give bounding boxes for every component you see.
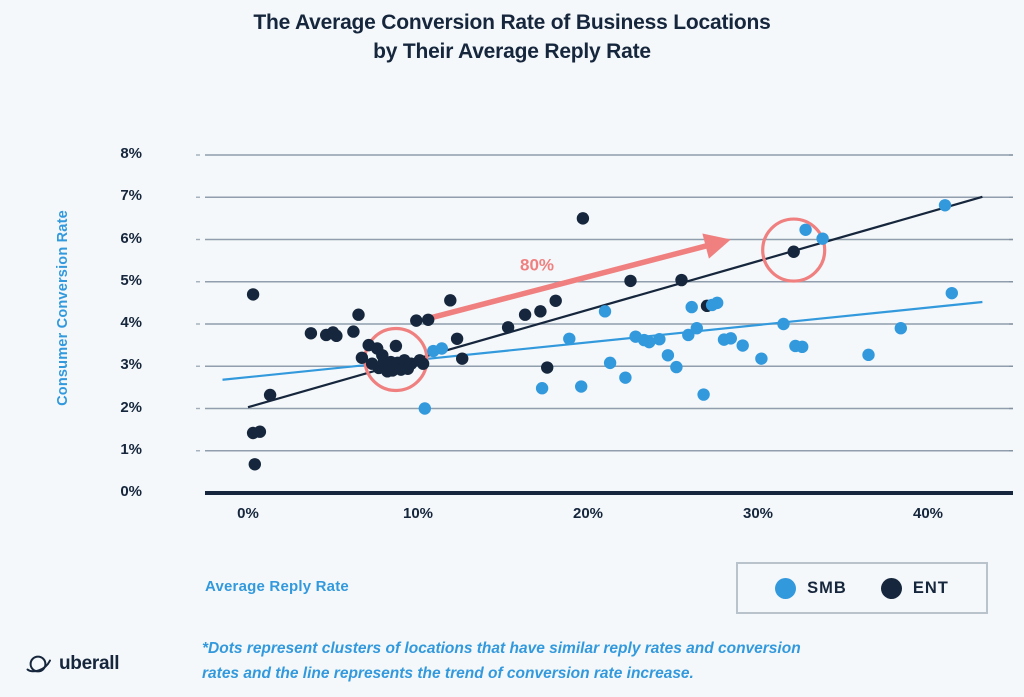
y-tick-0: 0% — [120, 483, 142, 500]
footnote-line-1: *Dots represent clusters of locations th… — [202, 640, 801, 657]
data-point-ent-41[interactable] — [675, 273, 688, 287]
data-point-smb-13[interactable] — [661, 349, 675, 362]
y-tick-4: 4% — [120, 314, 142, 331]
data-point-ent-30[interactable] — [422, 313, 435, 326]
y-tick-7: 7% — [120, 187, 142, 205]
y-tick-3: 3% — [120, 356, 142, 374]
growth-arrow-label: 80% — [520, 255, 554, 274]
data-point-ent-4[interactable] — [263, 388, 277, 402]
y-tick-6: 6% — [120, 229, 142, 247]
data-point-ent-34[interactable] — [501, 321, 515, 334]
data-point-ent-11[interactable] — [355, 351, 369, 364]
data-point-smb-28[interactable] — [799, 223, 812, 236]
data-point-smb-27[interactable] — [796, 340, 809, 354]
data-point-ent-39[interactable] — [576, 212, 590, 225]
y-tick-2: 2% — [120, 398, 142, 416]
footnote-line-2: rates and the line represents the trend … — [202, 665, 694, 682]
data-point-smb-3[interactable] — [535, 382, 549, 395]
x-tick-10: 10% — [402, 505, 434, 522]
data-point-ent-32[interactable] — [450, 332, 464, 345]
data-point-ent-35[interactable] — [518, 308, 532, 321]
data-point-smb-33[interactable] — [945, 286, 958, 300]
brand-name: uberall — [59, 653, 120, 674]
chart-title: The Average Conversion Rate of Business … — [0, 8, 1024, 66]
data-point-ent-29[interactable] — [416, 357, 430, 370]
data-point-ent-8[interactable] — [330, 329, 343, 343]
data-point-ent-38[interactable] — [549, 294, 562, 307]
legend-dot-ent — [880, 577, 902, 599]
chart-legend: SMB ENT — [736, 562, 988, 614]
growth-arrow-shaft — [425, 242, 711, 322]
x-tick-40: 40% — [912, 505, 944, 522]
growth-arrow-head — [702, 233, 731, 259]
data-point-smb-24[interactable] — [755, 352, 768, 365]
data-point-smb-4[interactable] — [563, 332, 576, 345]
data-point-ent-5[interactable] — [304, 327, 318, 340]
x-tick-20: 20% — [572, 505, 604, 522]
planet-swoosh-icon — [26, 655, 51, 673]
data-point-smb-11[interactable] — [643, 335, 656, 349]
data-point-smb-29[interactable] — [816, 232, 829, 245]
y-axis-tick-labels: 0% 1% 2% 3% 4% 5% 6% 7% 8% — [78, 0, 142, 697]
data-point-ent-10[interactable] — [352, 308, 365, 321]
data-point-smb-18[interactable] — [697, 388, 710, 401]
chart-title-line-1: The Average Conversion Rate of Business … — [253, 11, 771, 34]
data-point-ent-0[interactable] — [246, 288, 260, 301]
highlight-circle-high — [761, 217, 827, 283]
data-point-smb-23[interactable] — [736, 339, 749, 352]
x-tick-0: 0% — [237, 505, 259, 522]
legend-label-ent: ENT — [912, 578, 949, 597]
data-point-smb-7[interactable] — [603, 356, 617, 370]
data-point-ent-33[interactable] — [456, 352, 469, 365]
data-point-smb-25[interactable] — [777, 317, 790, 331]
data-point-ent-21[interactable] — [389, 339, 403, 353]
y-tick-1: 1% — [120, 440, 142, 458]
data-point-ent-36[interactable] — [534, 305, 547, 318]
data-point-smb-5[interactable] — [575, 380, 588, 393]
chart-footnote: *Dots represent clusters of locations th… — [202, 636, 922, 686]
legend-label-smb: SMB — [807, 578, 847, 597]
data-point-ent-37[interactable] — [541, 361, 554, 374]
x-tick-30: 30% — [742, 505, 774, 522]
data-point-smb-20[interactable] — [711, 296, 724, 310]
legend-item-smb[interactable]: SMB — [775, 577, 847, 599]
data-point-smb-2[interactable] — [435, 342, 448, 355]
y-tick-8: 8% — [120, 145, 142, 162]
data-point-smb-22[interactable] — [724, 332, 737, 345]
data-point-ent-3[interactable] — [248, 458, 261, 471]
legend-item-ent[interactable]: ENT — [880, 577, 949, 599]
data-point-smb-12[interactable] — [653, 333, 666, 346]
data-point-smb-31[interactable] — [894, 322, 907, 335]
data-point-ent-43[interactable] — [787, 245, 800, 258]
data-point-smb-0[interactable] — [418, 402, 431, 415]
chart-title-line-2: by Their Average Reply Rate — [373, 40, 651, 63]
data-point-smb-15[interactable] — [682, 328, 695, 342]
brand-logo: uberall — [26, 653, 120, 675]
data-point-ent-2[interactable] — [253, 425, 267, 438]
trendline-smb-trend — [222, 300, 983, 381]
legend-dot-smb — [775, 577, 797, 599]
trendline-ent-trend — [247, 195, 983, 409]
data-point-ent-27[interactable] — [410, 314, 423, 327]
data-point-smb-30[interactable] — [862, 348, 875, 362]
y-tick-5: 5% — [120, 271, 142, 289]
x-axis-label: Average Reply Rate — [205, 578, 349, 595]
data-point-smb-14[interactable] — [670, 360, 683, 374]
data-point-smb-16[interactable] — [685, 300, 698, 314]
data-point-ent-40[interactable] — [624, 274, 637, 288]
data-point-smb-8[interactable] — [619, 371, 632, 384]
data-point-ent-31[interactable] — [444, 294, 457, 307]
data-point-smb-32[interactable] — [938, 199, 952, 212]
data-point-smb-6[interactable] — [598, 305, 612, 318]
data-point-smb-17[interactable] — [690, 322, 703, 335]
data-point-ent-9[interactable] — [347, 325, 360, 338]
